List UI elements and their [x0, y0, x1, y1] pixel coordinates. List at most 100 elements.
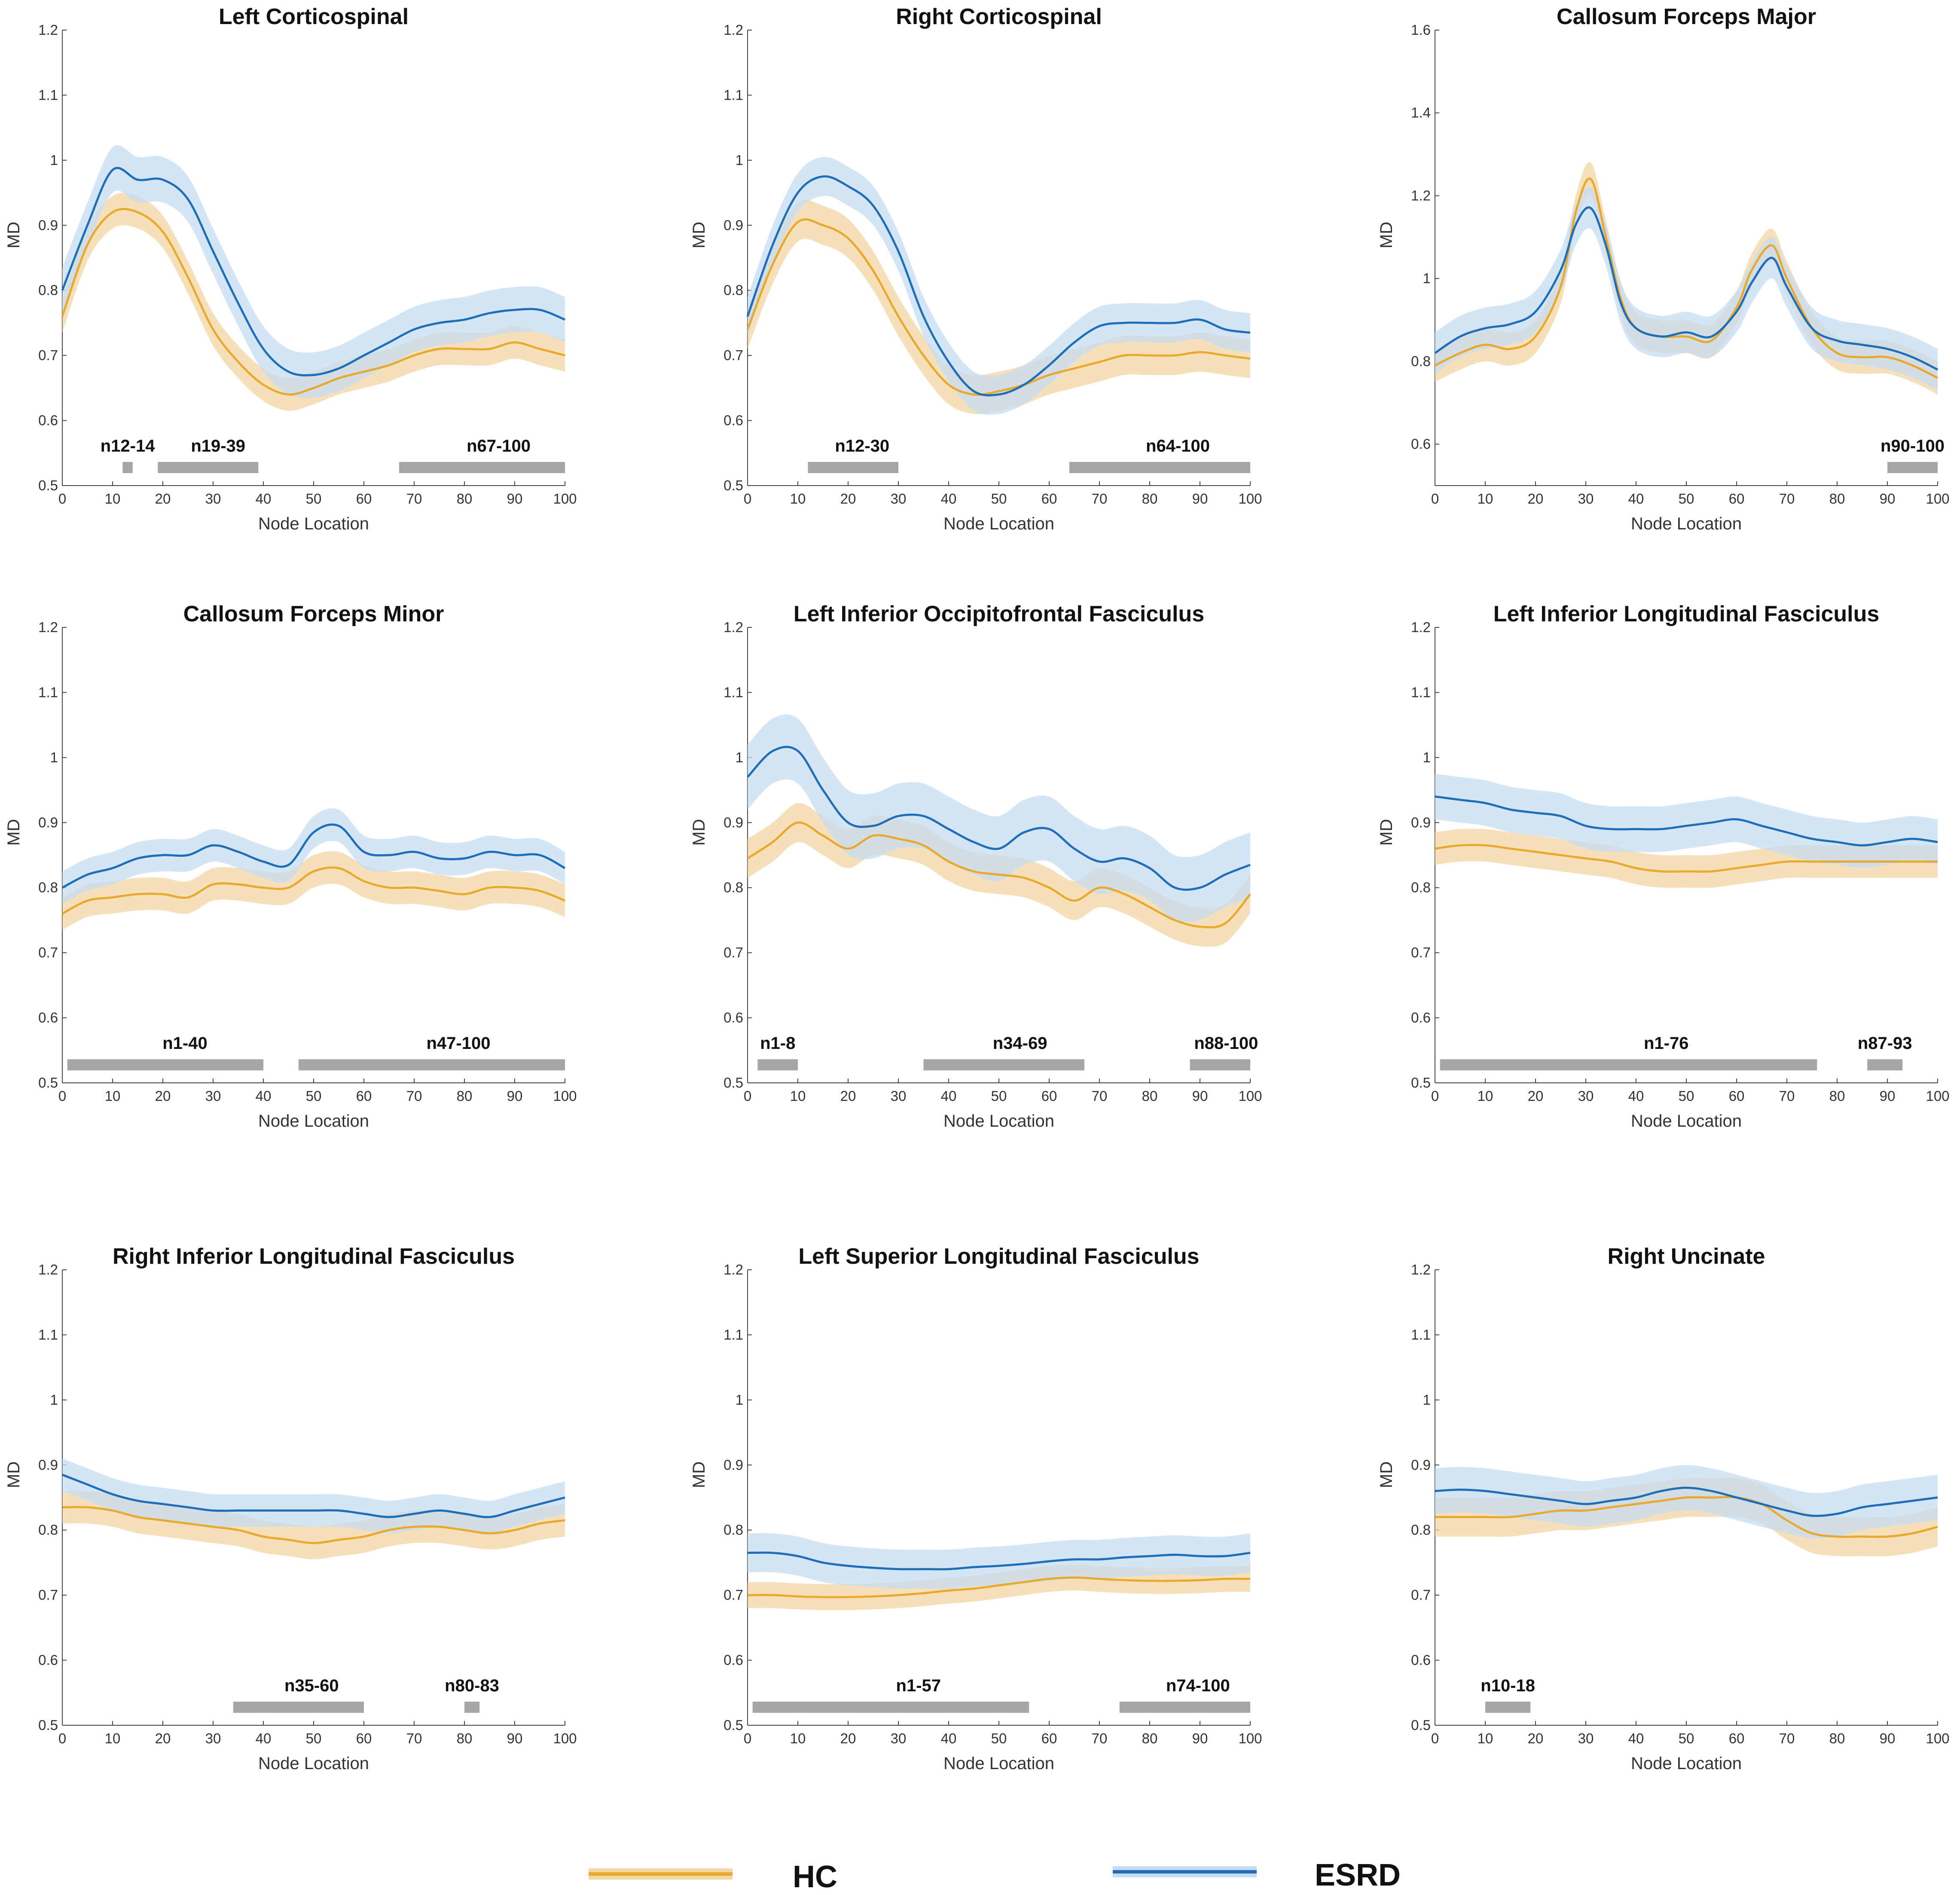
sig-label: n80-83 — [445, 1676, 499, 1695]
x-tick-label: 60 — [1041, 1088, 1057, 1104]
band-layer — [62, 808, 565, 930]
x-tick-label: 80 — [1142, 491, 1158, 507]
panel-title: Callosum Forceps Major — [1557, 4, 1816, 29]
panel-title: Right Inferior Longitudinal Fasciculus — [113, 1244, 515, 1269]
y-tick-label: 0.5 — [38, 1717, 58, 1733]
line-esrd — [1435, 1486, 1938, 1517]
y-tick-label: 0.7 — [38, 1587, 58, 1603]
line-hc — [62, 1506, 565, 1544]
y-tick-label: 1.2 — [1411, 1262, 1431, 1278]
y-tick-label: 1.2 — [38, 619, 58, 635]
x-axis-label: Node Location — [258, 1112, 369, 1131]
x-tick-label: 90 — [507, 1088, 523, 1104]
x-tick-label: 80 — [1829, 1730, 1845, 1746]
x-tick-label: 90 — [507, 1730, 523, 1746]
x-tick-label: 10 — [1478, 1730, 1493, 1746]
x-tick-label: 50 — [1679, 1088, 1694, 1104]
x-tick-label: 20 — [155, 1088, 171, 1104]
x-tick-label: 20 — [1528, 1088, 1544, 1104]
y-tick-label: 0.6 — [1411, 436, 1431, 452]
y-tick-label: 1.4 — [1411, 105, 1431, 121]
y-tick-label: 0.9 — [38, 814, 58, 830]
x-tick-label: 100 — [553, 1730, 577, 1746]
x-tick-label: 100 — [1238, 1730, 1262, 1746]
x-tick-label: 60 — [356, 1088, 372, 1104]
sig-bar-n35-60 — [233, 1702, 364, 1713]
line-esrd — [61, 167, 565, 376]
y-tick-label: 0.5 — [38, 1075, 58, 1091]
band-layer — [748, 157, 1250, 415]
x-tick-label: 20 — [840, 1730, 856, 1746]
y-axis-label: MD — [690, 222, 708, 248]
band-layer — [1435, 773, 1938, 888]
x-tick-label: 60 — [356, 491, 372, 507]
x-tick-label: 0 — [58, 1088, 66, 1104]
sig-label: n67-100 — [467, 437, 531, 455]
legend-hc-label: HC — [793, 1860, 837, 1894]
x-tick-label: 80 — [457, 491, 473, 507]
x-tick-label: 20 — [1528, 491, 1544, 507]
x-tick-label: 90 — [507, 491, 523, 507]
y-tick-label: 0.6 — [38, 1652, 58, 1668]
x-tick-label: 80 — [1142, 1088, 1158, 1104]
y-tick-label: 0.5 — [1411, 1075, 1431, 1091]
x-tick-label: 60 — [1729, 1730, 1745, 1746]
y-tick-label: 0.9 — [38, 217, 58, 233]
x-tick-label: 50 — [991, 1730, 1007, 1746]
line-layer — [1435, 1486, 1938, 1538]
sig-label: n1-40 — [162, 1034, 208, 1053]
y-axis-label: MD — [1377, 222, 1396, 248]
band-layer — [1435, 162, 1938, 395]
band-esrd — [748, 1533, 1250, 1589]
x-tick-label: 100 — [1926, 1088, 1949, 1104]
x-tick-label: 20 — [840, 491, 856, 507]
y-tick-label: 1.1 — [38, 87, 58, 103]
x-tick-label: 90 — [1192, 1088, 1208, 1104]
y-axis-label: MD — [4, 222, 23, 248]
y-tick-label: 0.8 — [1411, 1522, 1431, 1538]
panel-title: Left Superior Longitudinal Fasciculus — [798, 1244, 1199, 1269]
y-tick-label: 1.2 — [724, 619, 743, 635]
line-layer — [1434, 177, 1939, 379]
band-hc — [748, 200, 1250, 415]
panel-left-corticospinal: Left Corticospinal 0 10 20 30 40 50 60 70 80 90 100… — [4, 4, 577, 533]
sig-bar-n67-100 — [399, 462, 565, 473]
y-tick-label: 0.9 — [724, 814, 743, 830]
y-tick-label: 0.7 — [38, 347, 58, 363]
y-tick-label: 0.7 — [1411, 944, 1431, 960]
x-tick-label: 60 — [1729, 1088, 1745, 1104]
x-tick-label: 10 — [790, 1730, 806, 1746]
x-tick-label: 80 — [1829, 1088, 1845, 1104]
line-layer — [746, 175, 1251, 397]
line-esrd — [61, 823, 566, 889]
y-tick-label: 1.2 — [1411, 187, 1431, 203]
x-tick-label: 20 — [840, 1088, 856, 1104]
band-layer — [748, 1533, 1250, 1611]
x-tick-label: 40 — [941, 1088, 957, 1104]
y-tick-label: 0.9 — [1411, 1457, 1431, 1473]
y-tick-label: 0.9 — [724, 1457, 743, 1473]
x-tick-label: 100 — [553, 1088, 577, 1104]
x-tick-label: 10 — [1478, 491, 1493, 507]
sig-bar-n64-100 — [1069, 462, 1250, 473]
x-tick-label: 60 — [1729, 491, 1745, 507]
y-tick-label: 1 — [736, 749, 743, 765]
x-tick-label: 50 — [1679, 491, 1694, 507]
x-tick-label: 30 — [1578, 1088, 1594, 1104]
x-tick-label: 80 — [1142, 1730, 1158, 1746]
sig-bar-n12-30 — [808, 462, 898, 473]
panel-right-uncinate: Right Uncinate 0 10 20 30 40 50 60 70 80 90 100 0.5 0… — [1377, 1244, 1950, 1773]
x-tick-label: 30 — [1578, 491, 1594, 507]
y-tick-label: 0.7 — [38, 944, 58, 960]
line-layer — [62, 1473, 565, 1544]
band-hc — [62, 851, 565, 930]
y-tick-label: 1 — [1423, 1392, 1431, 1408]
panel-right-inferior-longitudinal-fasciculus: Right Inferior Longitudinal Fasciculus 0 1… — [4, 1244, 577, 1773]
x-tick-label: 0 — [58, 1730, 66, 1746]
y-tick-label: 0.9 — [724, 217, 743, 233]
y-axis-label: MD — [4, 1461, 23, 1488]
y-tick-label: 0.8 — [1411, 880, 1431, 896]
line-layer — [61, 823, 566, 915]
band-layer — [62, 145, 565, 411]
y-tick-label: 1.1 — [1411, 1326, 1431, 1342]
